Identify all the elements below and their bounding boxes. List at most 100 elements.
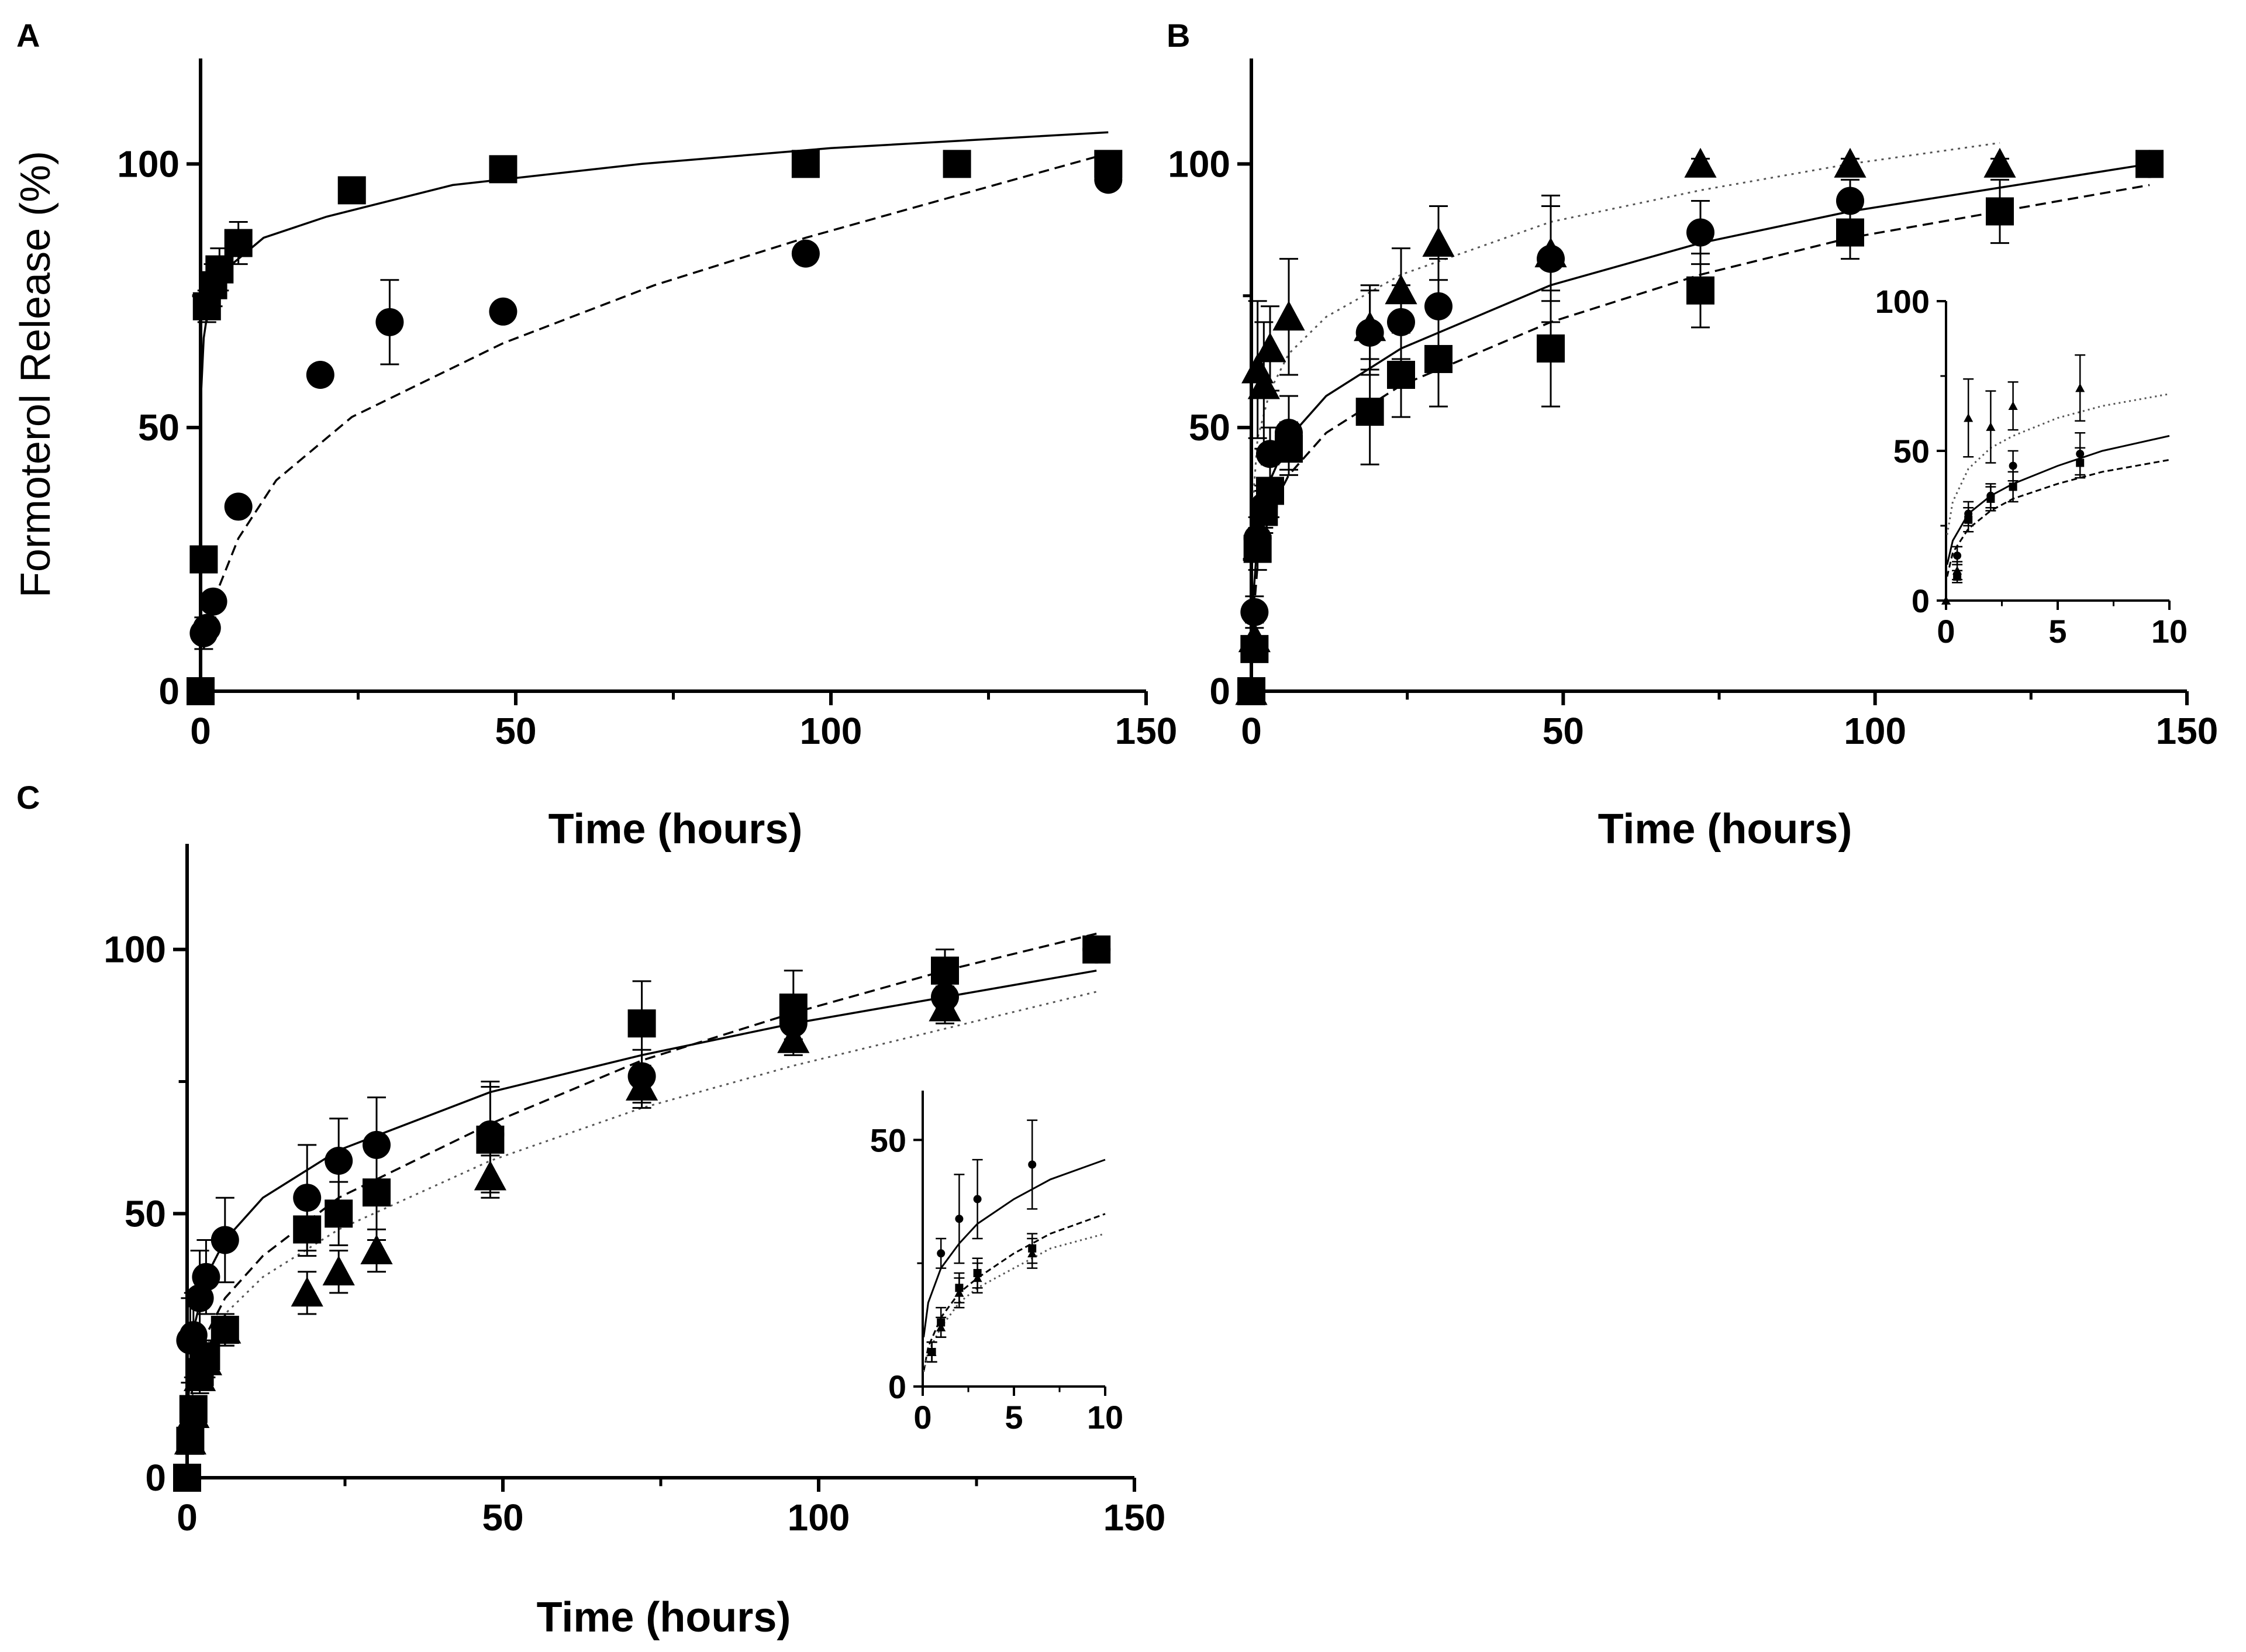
panel-c-point-squares: [363, 1178, 391, 1207]
panel-b-inset-y-tick-label: 0: [1912, 582, 1930, 619]
panel-c-point-triangles: [626, 1070, 658, 1101]
panel-b-y-tick-label: 0: [1209, 670, 1230, 712]
panel-c-x-tick-label: 0: [177, 1496, 198, 1539]
panel-a-point-squares: [187, 677, 215, 705]
panel-a-point-squares: [943, 150, 971, 178]
panel-letter-a: A: [16, 17, 40, 54]
panel-b-point-triangles: [1272, 301, 1305, 331]
panel-c-inset-x-tick-label: 0: [913, 1399, 931, 1436]
panel-b-y-tick-label: 100: [1168, 143, 1230, 185]
panel-b-point-squares: [1237, 677, 1265, 705]
panel-b-point-triangles: [1684, 147, 1717, 178]
panel-c-inset-point-circles: [973, 1195, 982, 1203]
y-axis-title: Formoterol Release (%): [12, 151, 59, 598]
panel-c-point-circles: [325, 1147, 353, 1175]
panel-c-inset-point-circles: [1028, 1160, 1037, 1169]
panel-b-inset-y-tick-label: 100: [1875, 283, 1930, 320]
panel-c-point-squares: [931, 956, 959, 985]
panel-b-inset-x-tick-label: 0: [1937, 613, 1955, 650]
panel-b-inset-point-circles: [2009, 461, 2017, 470]
panel-c-point-circles: [192, 1263, 220, 1291]
panel-b-point-circles: [1836, 187, 1864, 215]
panel-c-point-triangles: [777, 1023, 810, 1053]
panel-a: A Time (hours) 0 50 100 0 50 100 150: [16, 17, 1177, 853]
panel-c-point-triangles: [474, 1160, 506, 1191]
panel-b-point-circles: [1686, 218, 1714, 247]
panel-a-x-tick-label: 50: [495, 710, 536, 752]
panel-c-x-tick-label: 100: [788, 1496, 850, 1539]
panel-a-point-circles: [224, 492, 253, 521]
panel-b-inset-point-circles: [1953, 551, 1962, 560]
panel-c-point-circles: [211, 1226, 239, 1254]
panel-a-y-tick-label: 50: [138, 406, 180, 449]
panel-c-inset: 0 50 0 5 10: [870, 1091, 1123, 1436]
panel-b-inset-fit-circles: [1946, 434, 2170, 565]
panel-c-y-tick-label: 0: [145, 1457, 166, 1499]
panel-c-y-tick-label: 50: [125, 1192, 166, 1234]
panel-b-inset-point-squares: [1986, 494, 1995, 503]
panel-c-y-tick-label: 100: [103, 929, 166, 971]
panel-b-point-squares: [1275, 434, 1303, 463]
panel-a-point-squares: [489, 155, 517, 184]
panel-b-y-tick-label: 50: [1189, 406, 1230, 449]
panel-b-point-circles: [1537, 244, 1565, 273]
panel-c-point-squares: [627, 1009, 656, 1038]
panel-c-inset-point-triangles: [927, 1347, 937, 1356]
panel-a-point-circles: [199, 587, 227, 616]
panel-c-x-tick-label: 50: [482, 1496, 523, 1539]
panel-b-inset-point-squares: [2009, 482, 2017, 491]
panel-b-inset-y-tick-label: 50: [1893, 433, 1930, 470]
panel-b-point-squares: [1240, 634, 1269, 663]
panel-b-inset-point-squares: [1964, 515, 1973, 524]
panel-a-y-tick-label: 100: [117, 143, 180, 185]
panel-c-inset-point-triangles: [936, 1322, 946, 1332]
panel-c-inset-x-tick-label: 5: [1005, 1399, 1023, 1436]
panel-c-inset-point-triangles: [972, 1273, 982, 1282]
panel-c-point-triangles: [177, 1398, 210, 1429]
panel-c-point-circles: [293, 1184, 322, 1212]
panel-b-inset-x-tick-label: 5: [2048, 613, 2066, 650]
panel-b-point-squares: [1686, 276, 1714, 305]
panel-c-inset-point-circles: [955, 1215, 964, 1223]
panel-c-point-triangles: [184, 1361, 216, 1391]
panel-b-point-circles: [1424, 292, 1453, 320]
panel-a-point-circles: [306, 361, 334, 389]
panel-c-point-triangles: [322, 1256, 355, 1286]
panel-c-point-triangles: [360, 1234, 393, 1265]
panel-b-point-squares: [1537, 334, 1565, 363]
panel-a-point-circles: [489, 297, 517, 326]
panel-letter-b: B: [1167, 17, 1190, 54]
panel-c-point-squares: [293, 1215, 322, 1244]
panel-b-point-triangles: [1247, 369, 1280, 399]
panel-b-point-triangles: [1254, 332, 1286, 363]
panel-b-inset-x-tick-label: 10: [2151, 613, 2188, 650]
panel-a-y-tick-label: 0: [158, 670, 180, 712]
panel-c-point-triangles: [291, 1277, 323, 1307]
panel-c-inset-x-tick-label: 10: [1087, 1399, 1123, 1436]
panel-b-x-tick-label: 100: [1844, 710, 1906, 752]
panel-b-inset-point-triangles: [1941, 595, 1951, 605]
panel-a-x-tick-label: 100: [800, 710, 862, 752]
panel-a-point-squares: [337, 176, 366, 205]
panel-c-point-squares: [1082, 935, 1111, 964]
panel-c-inset-point-triangles: [954, 1288, 964, 1297]
panel-c-point-squares: [476, 1125, 505, 1154]
panel-c-point-triangles: [174, 1425, 206, 1455]
panel-b-point-squares: [1256, 477, 1284, 505]
panel-b-x-axis-title: Time (hours): [1598, 806, 1852, 853]
panel-b-point-squares: [1986, 197, 2014, 226]
panel-b-point-squares: [2135, 150, 2164, 178]
panel-b-inset: 0 50 100 0 5 10: [1875, 283, 2188, 650]
panel-b-point-triangles: [1834, 147, 1867, 178]
panel-c: C Time (hours) 0 50 100 0 50 100 150 0 50 0 5 10: [16, 779, 1165, 1641]
panel-b-inset-point-triangles: [2008, 401, 2018, 411]
panel-a-point-circles: [375, 308, 404, 336]
panel-b-point-circles: [1355, 318, 1384, 347]
panel-c-x-tick-label: 150: [1103, 1496, 1166, 1539]
panel-b-inset-point-triangles: [1964, 413, 1974, 422]
panel-a-point-squares: [205, 255, 234, 284]
panel-c-x-axis-title: Time (hours): [537, 1594, 791, 1641]
panel-b-point-squares: [1243, 534, 1272, 563]
panel-a-x-tick-label: 150: [1115, 710, 1178, 752]
